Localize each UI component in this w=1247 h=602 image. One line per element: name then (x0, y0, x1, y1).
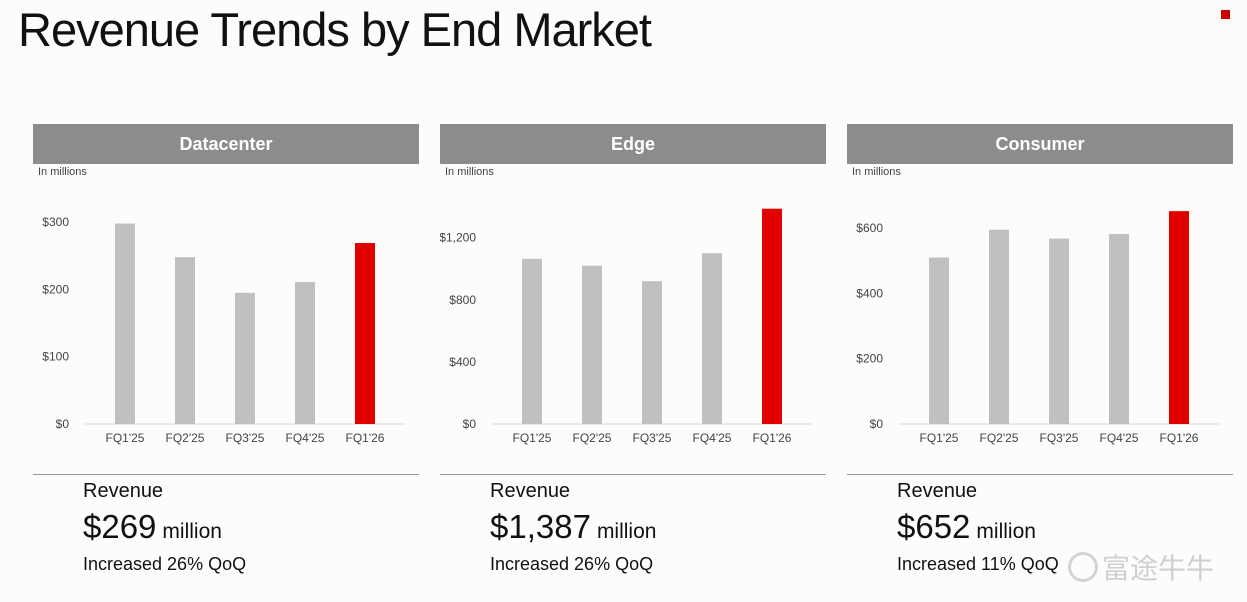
consumer-bar-chart: $0 $200 $400 $600 FQ1'25 FQ2'25 FQ3'25 FQ4'25 FQ… (856, 211, 1219, 445)
x-tick-label: FQ4'25 (1100, 431, 1139, 445)
bar-fq3-25 (235, 292, 255, 424)
datacenter-panel: Datacenter In millions $0 $100 $200 $300 FQ1… (33, 124, 419, 594)
y-tick-label: $400 (856, 286, 883, 300)
x-tick-label: FQ1'25 (106, 431, 145, 445)
revenue-change: Increased 11% QoQ (897, 554, 1059, 574)
bar-fq4-25 (1109, 233, 1129, 424)
bar-fq1-26 (1169, 211, 1189, 424)
y-tick-label: $0 (56, 417, 70, 431)
revenue-amount: $652 (897, 508, 971, 545)
divider (847, 474, 1233, 475)
bar-fq1-25 (929, 257, 949, 424)
watermark: 富途牛牛 (1068, 547, 1214, 587)
revenue-label: Revenue (897, 480, 978, 502)
y-tick-label: $100 (42, 350, 69, 364)
x-tick-label: FQ1'26 (753, 431, 792, 445)
y-tick-label: $200 (856, 352, 883, 366)
x-tick-label: FQ3'25 (1040, 431, 1079, 445)
y-tick-label: $0 (870, 417, 884, 431)
revenue-change: Increased 26% QoQ (83, 554, 247, 574)
units-label: In millions (445, 166, 494, 178)
y-tick-label: $800 (449, 293, 476, 307)
y-tick-label: $600 (856, 221, 883, 235)
consumer-panel: Consumer In millions $0 $200 $400 $600 FQ1'2… (847, 124, 1233, 594)
futu-bull-icon (1068, 552, 1098, 582)
x-tick-label: FQ4'25 (693, 431, 732, 445)
y-tick-label: $200 (42, 282, 69, 296)
bar-fq1-26 (355, 243, 375, 424)
x-tick-label: FQ3'25 (226, 431, 265, 445)
y-tick-label: $1,200 (440, 231, 476, 245)
panel-header: Datacenter (33, 124, 419, 164)
revenue-unit: million (976, 520, 1036, 543)
bar-fq2-25 (582, 265, 602, 424)
panel-header: Edge (440, 124, 826, 164)
edge-panel: Edge In millions $0 $400 $800 $1,200 FQ1'25 F… (440, 124, 826, 594)
edge-bar-chart: $0 $400 $800 $1,200 FQ1'25 FQ2'25 FQ3'25 FQ4'25… (440, 208, 812, 445)
watermark-text: 富途牛牛 (1102, 552, 1215, 585)
bar-fq2-25 (989, 229, 1009, 424)
x-tick-label: FQ1'25 (920, 431, 959, 445)
x-tick-label: FQ2'25 (573, 431, 612, 445)
revenue-label: Revenue (490, 480, 571, 502)
bar-fq4-25 (295, 282, 315, 424)
bar-fq2-25 (175, 257, 195, 424)
bar-fq1-25 (115, 223, 135, 424)
revenue-value: $652 million (897, 508, 1036, 546)
units-label: In millions (852, 166, 901, 178)
corner-mark (1221, 10, 1230, 19)
y-tick-label: $0 (463, 417, 477, 431)
datacenter-bar-chart: $0 $100 $200 $300 FQ1'25 FQ2'25 FQ3'25 FQ4'25 FQ… (42, 215, 405, 445)
x-tick-label: FQ1'26 (346, 431, 385, 445)
revenue-value: $1,387 million (490, 508, 656, 546)
revenue-change: Increased 26% QoQ (490, 554, 654, 574)
x-tick-label: FQ2'25 (166, 431, 205, 445)
bar-fq3-25 (642, 281, 662, 424)
x-tick-label: FQ1'25 (513, 431, 552, 445)
units-label: In millions (38, 166, 87, 178)
revenue-unit: million (162, 520, 222, 543)
divider (440, 474, 826, 475)
x-tick-label: FQ1'26 (1160, 431, 1199, 445)
bar-fq3-25 (1049, 238, 1069, 424)
page-title: Revenue Trends by End Market (18, 3, 652, 56)
bar-fq1-26 (762, 208, 782, 424)
revenue-label: Revenue (83, 480, 164, 502)
x-tick-label: FQ3'25 (633, 431, 672, 445)
y-tick-label: $300 (42, 215, 69, 229)
divider (33, 474, 419, 475)
bar-fq1-25 (522, 258, 542, 424)
revenue-amount: $1,387 (490, 508, 591, 545)
x-tick-label: FQ2'25 (980, 431, 1019, 445)
panel-header: Consumer (847, 124, 1233, 164)
y-tick-label: $400 (449, 355, 476, 369)
revenue-amount: $269 (83, 508, 157, 545)
bar-fq4-25 (702, 253, 722, 424)
x-tick-label: FQ4'25 (286, 431, 325, 445)
revenue-value: $269 million (83, 508, 222, 546)
revenue-unit: million (596, 520, 657, 543)
